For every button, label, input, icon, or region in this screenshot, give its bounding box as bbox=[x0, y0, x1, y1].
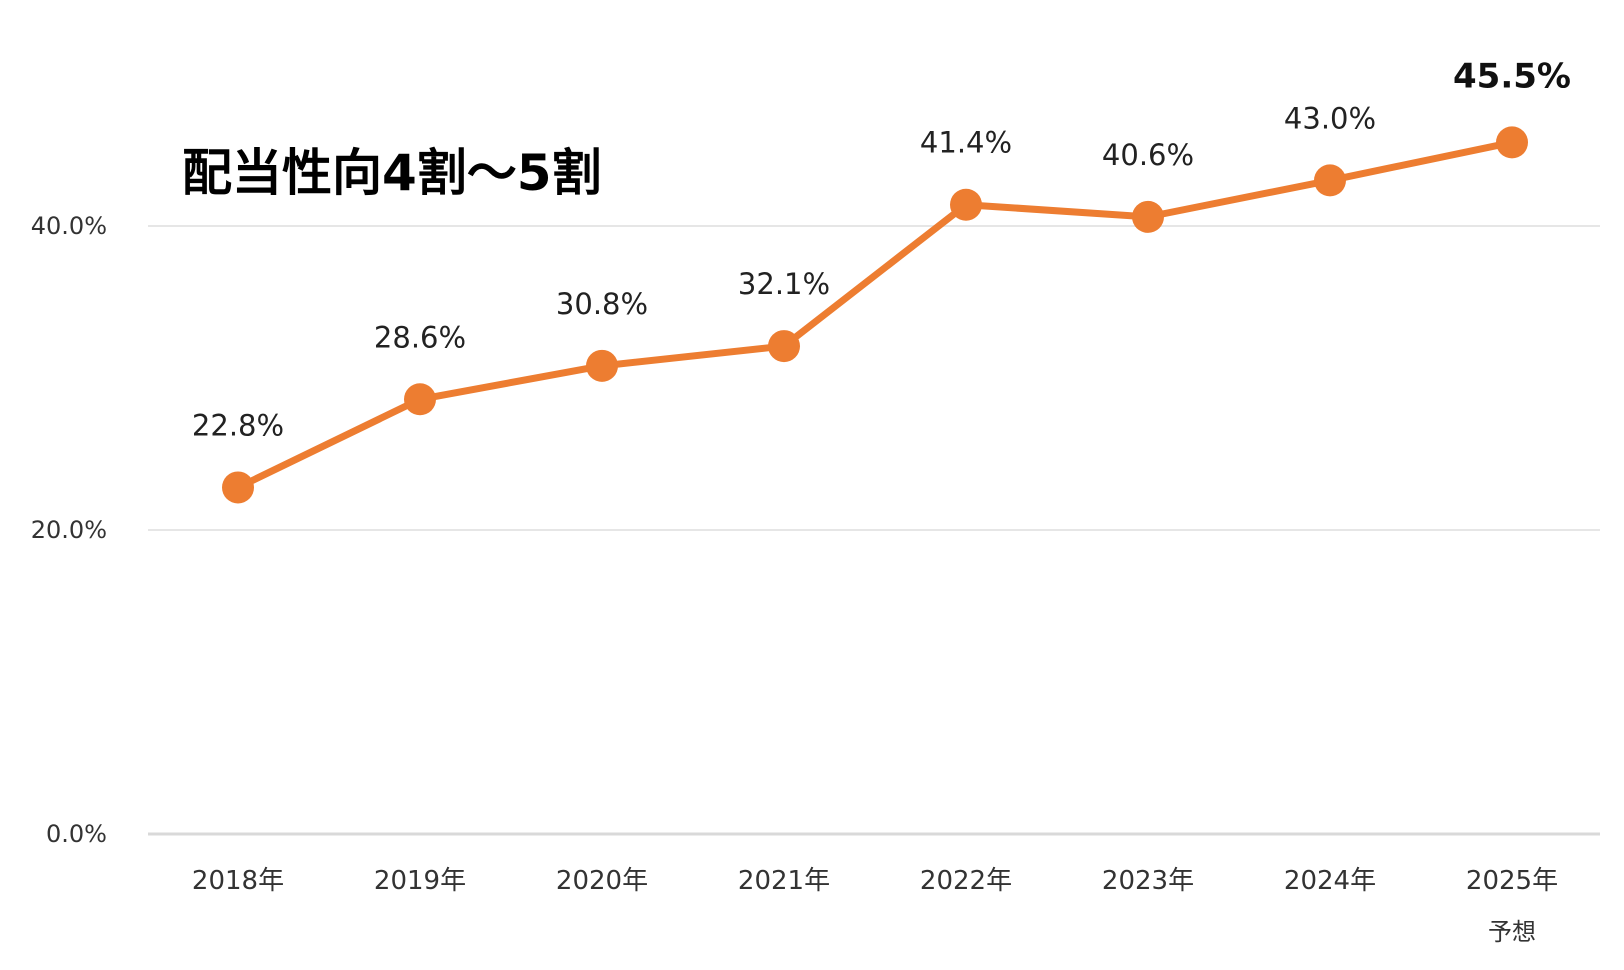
x-tick-label: 2018年 bbox=[192, 866, 284, 896]
series-markers bbox=[222, 126, 1528, 504]
series-line bbox=[234, 138, 1516, 491]
data-label: 40.6% bbox=[1102, 138, 1194, 172]
data-point bbox=[404, 383, 436, 416]
data-point bbox=[768, 330, 800, 363]
data-label: 28.6% bbox=[374, 320, 466, 354]
data-label: 22.8% bbox=[192, 408, 284, 442]
data-point bbox=[1314, 164, 1346, 197]
x-tick-sublabel: 予想 bbox=[1488, 918, 1536, 946]
chart-annotation: 配当性向4割～5割 bbox=[182, 144, 602, 202]
x-tick-label: 2022年 bbox=[920, 866, 1012, 896]
x-axis-ticks: 2018年 2019年 2020年 2021年 2022年 2023年 2024年 2025年… bbox=[192, 866, 1558, 946]
y-axis-ticks: 0.0% 20.0% 40.0% bbox=[31, 212, 107, 848]
data-point bbox=[1496, 126, 1528, 159]
data-label: 30.8% bbox=[556, 287, 648, 321]
x-tick-label: 2020年 bbox=[556, 866, 648, 896]
data-label: 32.1% bbox=[738, 267, 830, 301]
y-tick-label: 0.0% bbox=[46, 820, 107, 848]
data-label: 41.4% bbox=[920, 126, 1012, 160]
data-point bbox=[1132, 200, 1164, 233]
x-tick-label: 2025年 bbox=[1466, 866, 1558, 896]
data-point bbox=[586, 349, 618, 382]
data-point bbox=[950, 188, 982, 221]
series-line-layer bbox=[234, 138, 1516, 491]
x-tick-label: 2021年 bbox=[738, 866, 830, 896]
data-labels: 22.8% 28.6% 30.8% 32.1% 41.4% 40.6% 43.0% 45.5% bbox=[192, 56, 1571, 442]
x-tick-label: 2023年 bbox=[1102, 866, 1194, 896]
y-tick-label: 20.0% bbox=[31, 516, 107, 544]
data-point bbox=[222, 471, 254, 504]
grid-lines bbox=[148, 225, 1600, 836]
data-label-highlight: 45.5% bbox=[1453, 56, 1571, 96]
x-tick-label: 2024年 bbox=[1284, 866, 1376, 896]
y-tick-label: 40.0% bbox=[31, 212, 107, 240]
data-label: 43.0% bbox=[1284, 101, 1376, 135]
x-tick-label: 2019年 bbox=[374, 866, 466, 896]
